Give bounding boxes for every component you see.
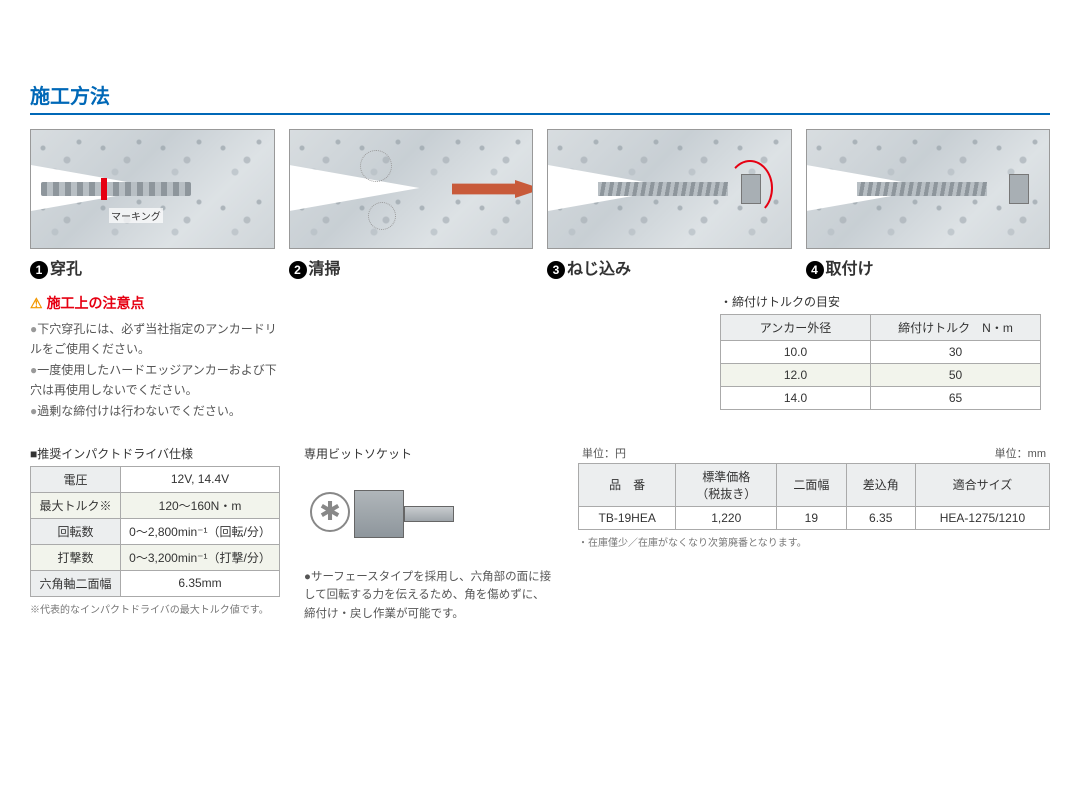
step-4-label: 4取付け (806, 255, 1051, 279)
unit-mm: 単位：mm (995, 445, 1046, 461)
driver-footnote: ※代表的なインパクトドライバの最大トルク値です。 (30, 601, 280, 616)
product-footnote: ・在庫僅少／在庫がなくなり次第廃番となります。 (578, 534, 1050, 549)
caution-item: ●過剰な締付けは行わないでください。 (30, 401, 280, 421)
driver-spec-row: 打撃数0～3,200min⁻¹（打撃/分） (31, 544, 280, 570)
driver-spec-row: 電圧12V, 14.4V (31, 466, 280, 492)
marking-ring (101, 178, 107, 200)
product-th: 差込角 (846, 463, 915, 506)
product-cell: 1,220 (676, 506, 777, 529)
product-th: 品 番 (579, 463, 676, 506)
socket-star-icon: ✱ (310, 492, 350, 532)
product-table: 品 番標準価格 （税抜き）二面幅差込角適合サイズ TB-19HEA1,22019… (578, 463, 1050, 530)
caution-item: ●下穴穿孔には、必ず当社指定のアンカードリルをご使用ください。 (30, 319, 280, 360)
step-2-image (289, 129, 534, 249)
rotation-arrow (727, 160, 773, 216)
torque-table: アンカー外径 締付けトルク N・m 10.03012.05014.065 (720, 314, 1041, 410)
step-2: 2清掃 (289, 129, 534, 279)
caution-item: ●一度使用したハードエッジアンカーおよび下穴は再使用しないでください。 (30, 360, 280, 401)
step-4-image (806, 129, 1051, 249)
drill-bit-graphic (41, 182, 191, 196)
marking-label: マーキング (109, 208, 163, 223)
product-cell: 6.35 (846, 506, 915, 529)
driver-spec-table: 電圧12V, 14.4V最大トルク※120～160N・m回転数0～2,800mi… (30, 466, 280, 597)
driver-spec-row: 六角軸二面幅6.35mm (31, 570, 280, 596)
torque-block: ・締付けトルクの目安 アンカー外径 締付けトルク N・m 10.03012.05… (720, 293, 1050, 421)
driver-spec-title: ■推奨インパクトドライバ仕様 (30, 445, 280, 462)
warning-icon: ⚠ (30, 295, 43, 312)
step-3-image (547, 129, 792, 249)
section-title: 施工方法 (30, 80, 1050, 115)
steps-row: マーキング 1穿孔 2清掃 3ねじ込み 4取付け (30, 129, 1050, 279)
driver-spec-block: ■推奨インパクトドライバ仕様 電圧12V, 14.4V最大トルク※120～160… (30, 445, 280, 616)
step-1: マーキング 1穿孔 (30, 129, 275, 279)
torque-row: 10.030 (721, 341, 1041, 364)
driver-spec-row: 回転数0～2,800min⁻¹（回転/分） (31, 518, 280, 544)
step-2-label: 2清掃 (289, 255, 534, 279)
product-block: 単位：円 単位：mm 品 番標準価格 （税抜き）二面幅差込角適合サイズ TB-1… (578, 445, 1050, 549)
socket-description: ●サーフェースタイプを採用し、六角部の面に接して回転する力を伝えるため、角を傷め… (304, 568, 554, 623)
caution-heading: ⚠施工上の注意点 (30, 293, 280, 313)
blower-graphic (452, 180, 533, 198)
driver-spec-row: 最大トルク※120～160N・m (31, 492, 280, 518)
step-3-label: 3ねじ込み (547, 255, 792, 279)
torque-th-value: 締付けトルク N・m (871, 315, 1041, 341)
socket-block: 専用ビットソケット ✱ ●サーフェースタイプを採用し、六角部の面に接して回転する… (304, 445, 554, 623)
socket-title: 専用ビットソケット (304, 445, 554, 462)
torque-row: 14.065 (721, 387, 1041, 410)
caution-block: ⚠施工上の注意点 ●下穴穿孔には、必ず当社指定のアンカードリルをご使用ください。… (30, 293, 280, 421)
product-cell: 19 (777, 506, 846, 529)
torque-row: 12.050 (721, 364, 1041, 387)
step-1-label: 1穿孔 (30, 255, 275, 279)
torque-title: ・締付けトルクの目安 (720, 293, 1050, 310)
product-th: 標準価格 （税抜き） (676, 463, 777, 506)
product-cell: HEA-1275/1210 (915, 506, 1049, 529)
step-4: 4取付け (806, 129, 1051, 279)
socket-image: ✱ (304, 470, 464, 560)
unit-yen: 単位：円 (582, 445, 626, 461)
step-3: 3ねじ込み (547, 129, 792, 279)
product-cell: TB-19HEA (579, 506, 676, 529)
product-th: 適合サイズ (915, 463, 1049, 506)
torque-th-diameter: アンカー外径 (721, 315, 871, 341)
product-th: 二面幅 (777, 463, 846, 506)
step-1-image: マーキング (30, 129, 275, 249)
